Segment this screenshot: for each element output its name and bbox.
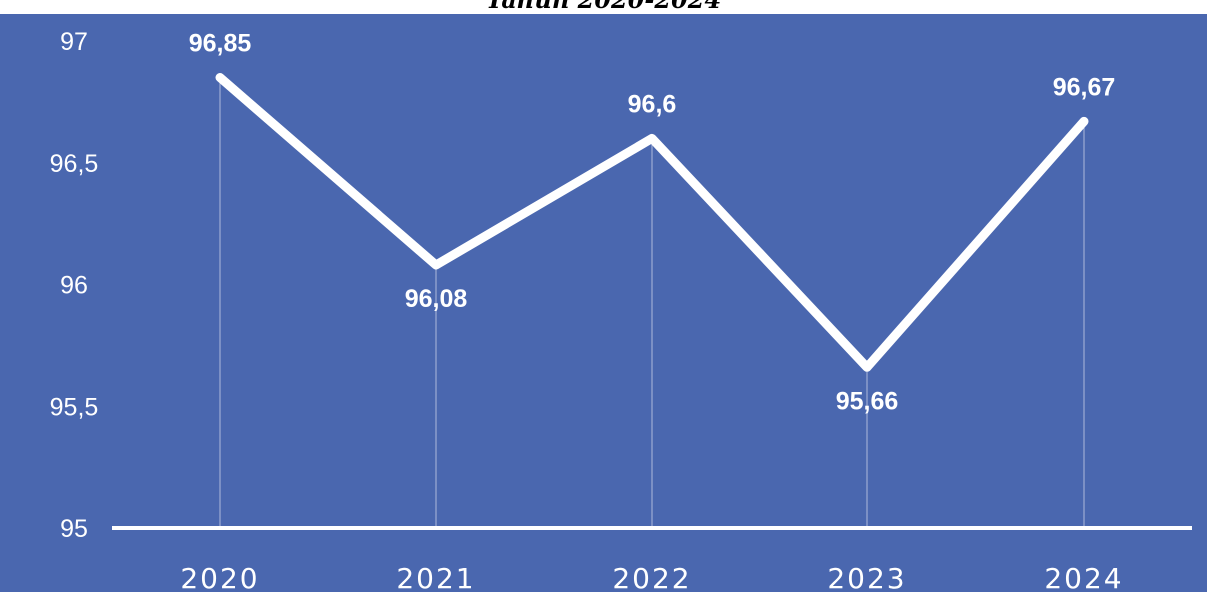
title-strip: Tahun 2020-2024 [0, 0, 1207, 14]
y-tick-label: 95,5 [50, 393, 99, 421]
data-labels: 96,85 96,08 96,6 95,66 96,67 [189, 30, 1116, 416]
x-tick-label: 2022 [612, 562, 691, 592]
vertical-guides [219, 77, 1085, 528]
y-tick-label: 97 [60, 28, 88, 56]
x-tick-label: 2021 [396, 562, 475, 592]
x-tick-label: 2023 [827, 562, 906, 592]
series-line [215, 73, 1089, 372]
data-label: 96,08 [405, 285, 468, 313]
y-tick-label: 96,5 [50, 150, 99, 178]
x-tick-label: 2024 [1044, 562, 1123, 592]
data-label: 96,85 [189, 30, 252, 58]
chart-panel [0, 14, 1207, 592]
y-axis-tick-labels: 95 95,5 96 96,5 97 [50, 28, 99, 543]
x-tick-label: 2020 [180, 562, 259, 592]
chart-title: Tahun 2020-2024 [0, 0, 1207, 14]
x-axis-tick-labels: 2020 2021 2022 2023 2024 [180, 562, 1123, 592]
y-tick-label: 95 [60, 515, 88, 543]
data-label: 96,67 [1053, 73, 1116, 101]
data-label: 95,66 [836, 387, 899, 415]
y-tick-label: 96 [60, 272, 88, 300]
data-label: 96,6 [628, 90, 677, 118]
